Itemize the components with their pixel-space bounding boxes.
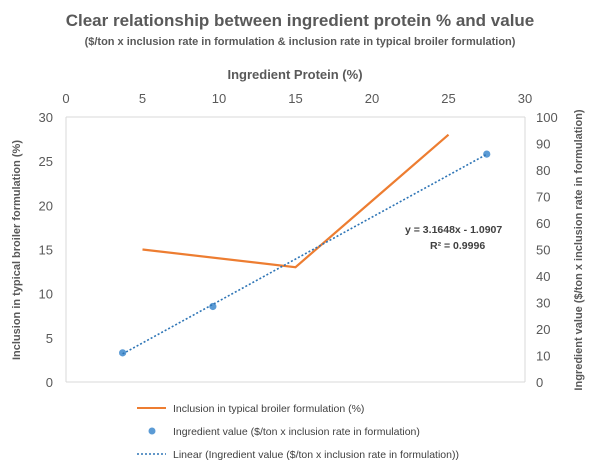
x-tick-label: 30 bbox=[518, 91, 532, 106]
x-tick-label: 20 bbox=[365, 91, 379, 106]
y-right-tick-label: 50 bbox=[536, 243, 550, 258]
y-left-tick-label: 15 bbox=[39, 243, 53, 258]
x-tick-label: 5 bbox=[139, 91, 146, 106]
x-tick-label: 25 bbox=[441, 91, 455, 106]
y-right-tick-label: 40 bbox=[536, 269, 550, 284]
y-left-tick-label: 5 bbox=[46, 331, 53, 346]
trendline-r-squared: R² = 0.9996 bbox=[430, 240, 485, 252]
y-right-tick-label: 20 bbox=[536, 322, 550, 337]
legend-label-linear: Linear (Ingredient value ($/ton x inclus… bbox=[173, 449, 459, 461]
data-point-ingredient-value bbox=[119, 349, 127, 357]
y-right-tick-label: 90 bbox=[536, 137, 550, 152]
legend-label-ingredient-value: Ingredient value ($/ton x inclusion rate… bbox=[173, 426, 420, 438]
x-tick-label: 15 bbox=[288, 91, 302, 106]
y-right-tick-label: 60 bbox=[536, 216, 550, 231]
y-left-tick-labels: 0 5 10 15 20 25 30 bbox=[39, 110, 53, 390]
y-right-tick-label: 80 bbox=[536, 163, 550, 178]
x-tick-labels: 0 5 10 15 20 25 30 bbox=[62, 91, 532, 106]
trendline-equation: y = 3.1648x - 1.0907 bbox=[405, 224, 502, 236]
data-point-ingredient-value bbox=[483, 150, 491, 158]
x-tick-label: 0 bbox=[62, 91, 69, 106]
y-left-tick-label: 25 bbox=[39, 154, 53, 169]
chart-title: Clear relationship between ingredient pr… bbox=[66, 11, 535, 30]
chart-subtitle: ($/ton x inclusion rate in formulation &… bbox=[85, 36, 516, 48]
legend-label-inclusion: Inclusion in typical broiler formulation… bbox=[173, 403, 364, 415]
y-right-axis-title: Ingredient value ($/ton x inclusion rate… bbox=[573, 109, 585, 390]
y-right-tick-label: 70 bbox=[536, 190, 550, 205]
series-line-inclusion bbox=[142, 133, 450, 269]
legend: Inclusion in typical broiler formulation… bbox=[137, 403, 459, 461]
y-right-tick-label: 10 bbox=[536, 349, 550, 364]
y-right-tick-label: 0 bbox=[536, 375, 543, 390]
y-left-tick-label: 30 bbox=[39, 110, 53, 125]
y-left-tick-label: 0 bbox=[46, 375, 53, 390]
y-right-tick-label: 30 bbox=[536, 296, 550, 311]
y-right-tick-labels: 0 10 20 30 40 50 60 70 80 90 100 bbox=[536, 110, 558, 390]
y-right-tick-label: 100 bbox=[536, 110, 558, 125]
x-tick-label: 10 bbox=[212, 91, 226, 106]
legend-marker-ingredient-value bbox=[148, 427, 156, 435]
trendline-linear bbox=[122, 153, 488, 355]
series-layer bbox=[119, 133, 491, 357]
x-axis-title: Ingredient Protein (%) bbox=[227, 67, 362, 82]
y-left-axis-title: Inclusion in typical broiler formulation… bbox=[11, 140, 23, 360]
y-left-tick-label: 20 bbox=[39, 198, 53, 213]
y-left-tick-label: 10 bbox=[39, 287, 53, 302]
data-point-ingredient-value bbox=[209, 302, 217, 311]
